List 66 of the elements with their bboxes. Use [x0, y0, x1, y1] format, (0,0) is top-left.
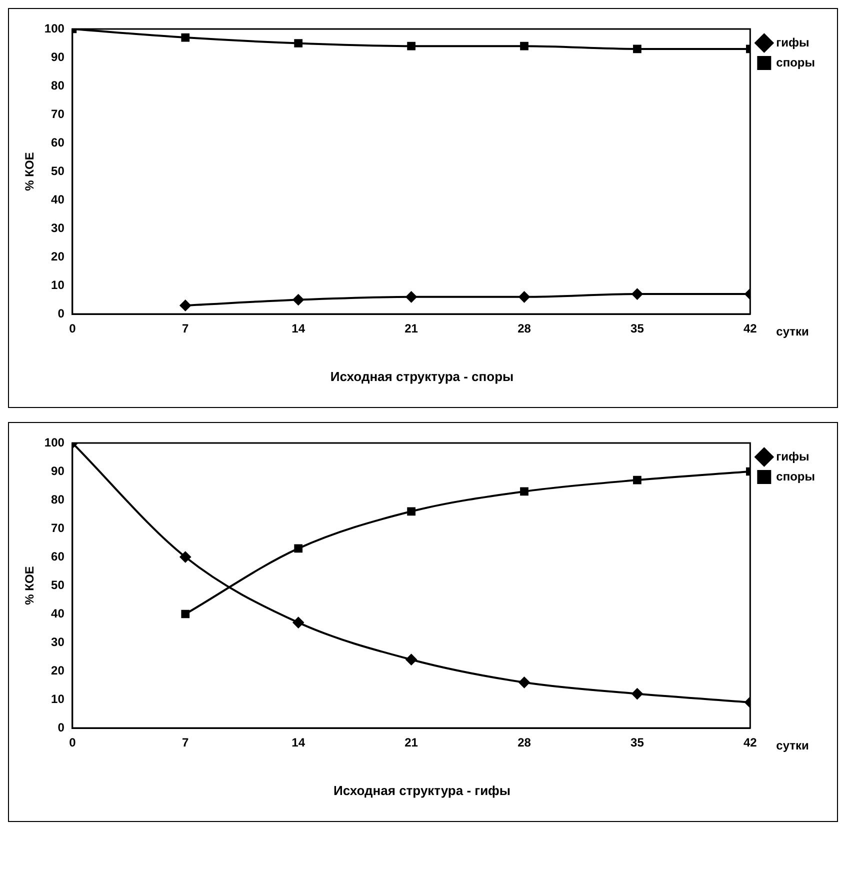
y-tick-label: 0: [58, 306, 65, 320]
y-tick-label: 60: [51, 135, 65, 150]
point: [407, 42, 416, 50]
y-tick-label: 50: [51, 578, 65, 592]
point: [406, 291, 417, 302]
y-tick-label: 70: [51, 520, 65, 535]
point: [407, 507, 416, 516]
y-tick-label: 30: [51, 220, 65, 235]
x-tick-label: 35: [630, 736, 644, 750]
legend-label: гифы: [776, 449, 810, 464]
x-tick-label: 35: [630, 322, 644, 336]
legend-label: гифы: [776, 35, 810, 50]
y-tick-label: 90: [51, 464, 65, 478]
point: [520, 487, 528, 496]
y-axis-title: % КОЕ: [22, 566, 37, 605]
x-tick-label: 0: [69, 736, 76, 750]
point: [518, 676, 530, 688]
x-tick-label: 42: [743, 322, 758, 336]
point: [181, 33, 190, 42]
point: [518, 291, 530, 302]
y-tick-label: 90: [51, 50, 65, 64]
x-tick-label: 7: [182, 736, 190, 750]
text: Исходная структура - споры: [330, 368, 514, 384]
point: [294, 544, 303, 553]
point: [294, 39, 303, 48]
point: [632, 688, 643, 700]
y-tick-label: 100: [44, 21, 65, 36]
point: [181, 610, 190, 618]
text: Исходная структура - гифы: [333, 782, 511, 798]
y-tick-label: 80: [51, 492, 65, 506]
x-axis-title: сутки: [776, 324, 809, 338]
x-tick-label: 42: [743, 736, 758, 750]
y-tick-label: 40: [51, 192, 65, 206]
y-axis-title: % КОЕ: [22, 152, 37, 191]
y-tick-label: 100: [44, 435, 65, 450]
x-tick-label: 21: [404, 322, 418, 336]
x-axis-title: сутки: [776, 738, 809, 752]
x-tick-label: 21: [404, 736, 418, 750]
y-tick-label: 0: [58, 720, 65, 734]
y-tick-label: 60: [51, 549, 65, 564]
y-tick-label: 30: [51, 634, 65, 649]
x-tick-label: 14: [292, 736, 306, 750]
point: [632, 288, 643, 300]
point: [633, 44, 642, 54]
y-tick-label: 40: [51, 606, 65, 620]
x-tick-label: 0: [69, 322, 76, 336]
legend-label: споры: [776, 55, 816, 70]
point: [292, 617, 304, 628]
point: [292, 294, 304, 306]
y-tick-label: 10: [51, 692, 65, 706]
x-tick-label: 28: [518, 322, 532, 336]
y-tick-label: 10: [51, 278, 65, 292]
x-tick-label: 28: [518, 736, 532, 750]
point: [633, 476, 642, 484]
y-tick-label: 50: [51, 164, 65, 178]
point: [180, 300, 191, 311]
point: [180, 552, 191, 562]
point: [406, 654, 417, 666]
legend-label: споры: [776, 469, 816, 484]
x-tick-label: 7: [182, 322, 190, 336]
y-tick-label: 20: [51, 249, 65, 264]
y-tick-label: 70: [51, 106, 65, 121]
y-tick-label: 20: [51, 663, 65, 678]
point: [520, 42, 528, 50]
y-tick-label: 80: [51, 78, 65, 92]
x-tick-label: 14: [292, 322, 306, 336]
